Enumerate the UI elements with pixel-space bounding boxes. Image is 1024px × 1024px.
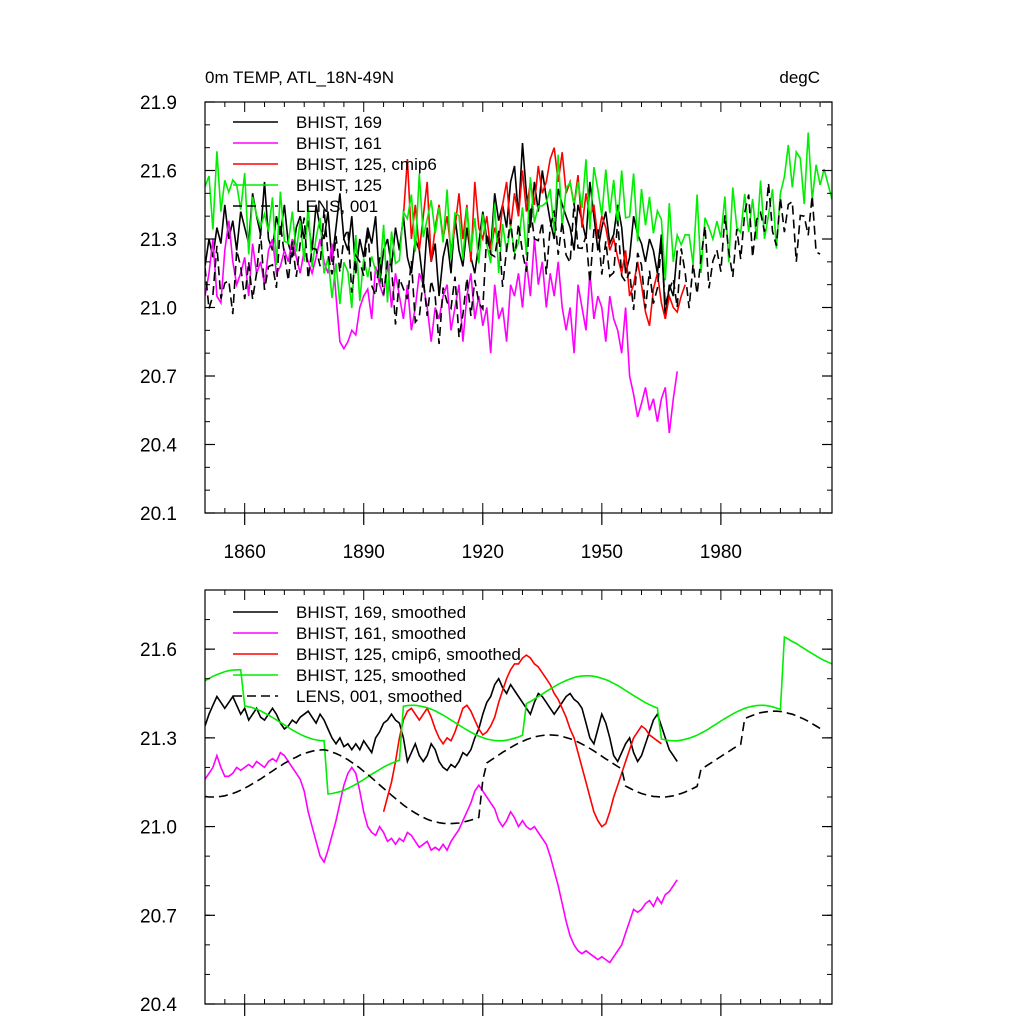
- top-legend: BHIST, 169 BHIST, 161 BHIST, 125, cmip6 BHI…: [233, 113, 437, 216]
- bottom-series-line-1: [205, 751, 678, 964]
- top-y-tick-label: 21.3: [140, 230, 177, 251]
- top-units: degC: [779, 68, 820, 87]
- bottom-legend-label: LENS, 001, smoothed: [296, 687, 462, 706]
- bottom-y-tick-label: 20.7: [140, 906, 177, 927]
- top-y-tick-label: 20.1: [140, 504, 177, 525]
- top-legend-label: LENS, 001: [296, 197, 378, 216]
- bottom-panel: 20.4 20.7 21.0 21.3 21.6 BHIST, 169, smoothe…: [140, 589, 833, 1016]
- top-series-line-0: [205, 143, 678, 319]
- bottom-y-tick-label: 21.3: [140, 729, 177, 750]
- bottom-series-line-0: [205, 677, 678, 772]
- top-legend-label: BHIST, 125, cmip6: [296, 155, 437, 174]
- bottom-series-group: [205, 635, 832, 964]
- bottom-y-tick-label: 21.0: [140, 818, 177, 839]
- top-title: 0m TEMP, ATL_18N-49N: [205, 68, 394, 87]
- bottom-legend-label: BHIST, 125, cmip6, smoothed: [296, 645, 521, 664]
- bottom-series-line-3: [205, 635, 832, 795]
- top-legend-label: BHIST, 161: [296, 134, 382, 153]
- bottom-axes: 20.4 20.7 21.0 21.3 21.6: [140, 589, 833, 1016]
- bottom-y-tick-label: 20.4: [140, 995, 177, 1016]
- bottom-series-line-4: [205, 710, 821, 825]
- top-x-tick-label: 1950: [581, 542, 623, 563]
- top-x-tick-label: 1860: [224, 542, 266, 563]
- top-series-line-4: [205, 183, 821, 345]
- top-panel: 0m TEMP, ATL_18N-49N degC 20.1 20.4 20.7 21…: [140, 68, 833, 563]
- top-legend-label: BHIST, 169: [296, 113, 382, 132]
- top-x-tick-label: 1920: [462, 542, 504, 563]
- top-x-tick-label: 1980: [700, 542, 742, 563]
- top-series-group: [205, 132, 832, 434]
- top-y-tick-label: 21.6: [140, 162, 177, 183]
- top-y-tick-label: 21.9: [140, 93, 177, 114]
- top-y-tick-label: 21.0: [140, 299, 177, 320]
- top-y-tick-label: 20.7: [140, 367, 177, 388]
- bottom-y-tick-label: 21.6: [140, 640, 177, 661]
- top-legend-label: BHIST, 125: [296, 176, 382, 195]
- top-axes: 20.1 20.4 20.7 21.0 21.3 21.6 21.9 1860 1890 1920…: [140, 93, 833, 563]
- bottom-legend-label: BHIST, 161, smoothed: [296, 624, 466, 643]
- bottom-legend-label: BHIST, 125, smoothed: [296, 666, 466, 685]
- bottom-legend: BHIST, 169, smoothed BHIST, 161, smoothed…: [233, 603, 521, 706]
- bottom-legend-label: BHIST, 169, smoothed: [296, 603, 466, 622]
- top-x-tick-label: 1890: [343, 542, 385, 563]
- bottom-series-line-2: [382, 654, 662, 828]
- top-y-tick-label: 20.4: [140, 436, 177, 457]
